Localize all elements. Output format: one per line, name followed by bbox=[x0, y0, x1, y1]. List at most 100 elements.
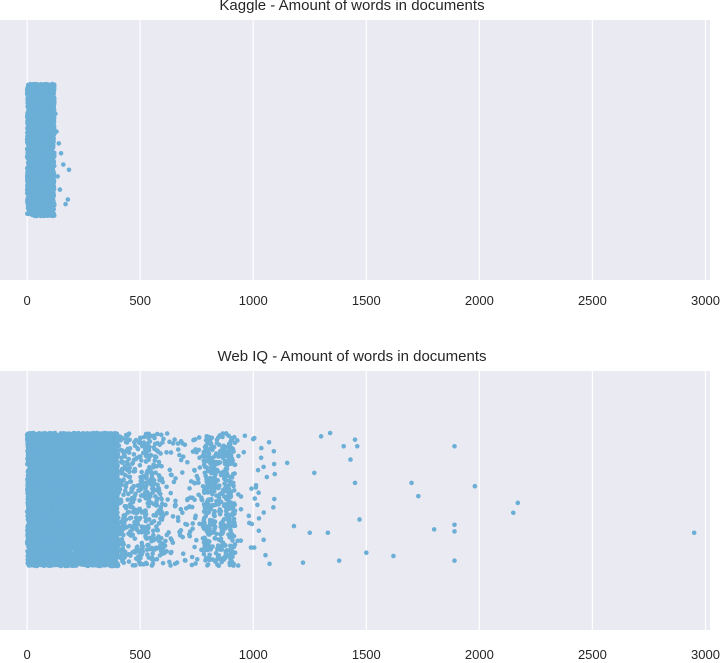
data-point bbox=[34, 122, 39, 128]
data-point bbox=[47, 169, 53, 174]
chart-title: Kaggle - Amount of words in documents bbox=[219, 0, 484, 14]
data-point bbox=[51, 96, 57, 101]
data-point bbox=[55, 174, 60, 179]
data-point bbox=[25, 187, 31, 193]
data-point bbox=[45, 115, 50, 121]
data-point bbox=[32, 156, 38, 161]
data-point bbox=[50, 198, 56, 204]
points-group bbox=[24, 81, 72, 219]
data-point bbox=[39, 161, 45, 167]
x-tick-label: 3000 bbox=[691, 647, 720, 662]
data-point bbox=[44, 83, 49, 89]
data-point bbox=[28, 180, 34, 186]
x-tick-label: 1000 bbox=[239, 293, 268, 308]
data-point bbox=[66, 167, 72, 173]
data-point bbox=[28, 207, 33, 212]
data-point bbox=[40, 211, 46, 217]
data-point bbox=[29, 94, 35, 99]
data-point bbox=[24, 211, 30, 216]
data-point bbox=[43, 169, 49, 175]
data-point bbox=[40, 101, 46, 106]
chart-title: Web IQ - Amount of words in documents bbox=[217, 348, 486, 365]
data-point bbox=[32, 129, 37, 134]
data-point bbox=[29, 184, 35, 190]
data-point bbox=[28, 137, 34, 142]
plot-background bbox=[0, 20, 710, 280]
data-point bbox=[53, 111, 58, 116]
data-point bbox=[27, 198, 32, 204]
data-point bbox=[28, 88, 33, 94]
x-tick-label: 3000 bbox=[691, 293, 720, 308]
data-point bbox=[27, 158, 33, 163]
x-tick-label: 2000 bbox=[465, 293, 494, 308]
data-point bbox=[43, 97, 49, 103]
data-point bbox=[49, 119, 55, 125]
data-point bbox=[43, 196, 48, 202]
data-point bbox=[35, 192, 41, 198]
data-point bbox=[36, 210, 42, 216]
data-point bbox=[45, 132, 50, 138]
data-point bbox=[30, 163, 36, 169]
data-point bbox=[43, 190, 49, 195]
data-point bbox=[36, 83, 42, 88]
data-point bbox=[45, 149, 50, 155]
data-point bbox=[48, 101, 54, 106]
data-point bbox=[51, 106, 57, 111]
x-tick-label: 0 bbox=[24, 647, 31, 662]
x-tick-label: 500 bbox=[129, 293, 151, 308]
data-point bbox=[46, 137, 51, 142]
data-point bbox=[26, 167, 31, 173]
x-tick-label: 2000 bbox=[465, 647, 494, 662]
data-point bbox=[56, 141, 62, 146]
data-point bbox=[46, 111, 52, 117]
data-point bbox=[51, 153, 57, 158]
data-point bbox=[49, 146, 55, 151]
data-point bbox=[48, 180, 54, 185]
x-tick-label: 2500 bbox=[578, 647, 607, 662]
data-point bbox=[25, 176, 31, 182]
data-point bbox=[63, 201, 68, 207]
data-point bbox=[27, 152, 33, 158]
data-point bbox=[26, 107, 32, 113]
data-point bbox=[39, 149, 44, 155]
data-point bbox=[51, 174, 56, 180]
data-point bbox=[42, 155, 48, 161]
data-point bbox=[49, 207, 54, 212]
x-tick-label: 0 bbox=[24, 293, 31, 308]
data-point bbox=[35, 116, 40, 122]
data-point bbox=[65, 197, 71, 202]
data-point bbox=[57, 187, 63, 192]
data-point bbox=[48, 187, 54, 192]
data-point bbox=[50, 139, 55, 145]
data-point bbox=[32, 112, 37, 118]
data-point bbox=[38, 132, 43, 137]
x-tick-label: 1000 bbox=[239, 647, 268, 662]
data-point bbox=[40, 173, 45, 179]
data-point bbox=[44, 179, 49, 185]
data-point bbox=[50, 160, 56, 165]
data-point bbox=[61, 162, 66, 167]
data-point bbox=[27, 99, 32, 105]
x-tick-label: 1500 bbox=[352, 293, 381, 308]
data-point bbox=[33, 82, 38, 87]
data-point bbox=[35, 199, 41, 205]
data-point bbox=[38, 155, 43, 161]
data-point bbox=[31, 108, 37, 114]
data-point bbox=[32, 169, 38, 175]
data-point bbox=[35, 146, 41, 152]
data-point bbox=[29, 144, 35, 149]
data-point bbox=[40, 114, 46, 119]
x-tick-label: 500 bbox=[129, 647, 151, 662]
data-point bbox=[54, 129, 59, 134]
data-point bbox=[51, 82, 57, 87]
x-tick-label: 2500 bbox=[578, 293, 607, 308]
data-point bbox=[39, 140, 44, 146]
kaggle-panel: Kaggle - Amount of words in documents 0 5… bbox=[0, 0, 720, 308]
data-point bbox=[51, 123, 57, 129]
data-point bbox=[45, 210, 51, 216]
data-point bbox=[35, 107, 41, 113]
x-tick-label: 1500 bbox=[352, 647, 381, 662]
data-point bbox=[47, 125, 52, 131]
webiq-panel: Web IQ - Amount of words in documents 0 5… bbox=[0, 348, 720, 662]
